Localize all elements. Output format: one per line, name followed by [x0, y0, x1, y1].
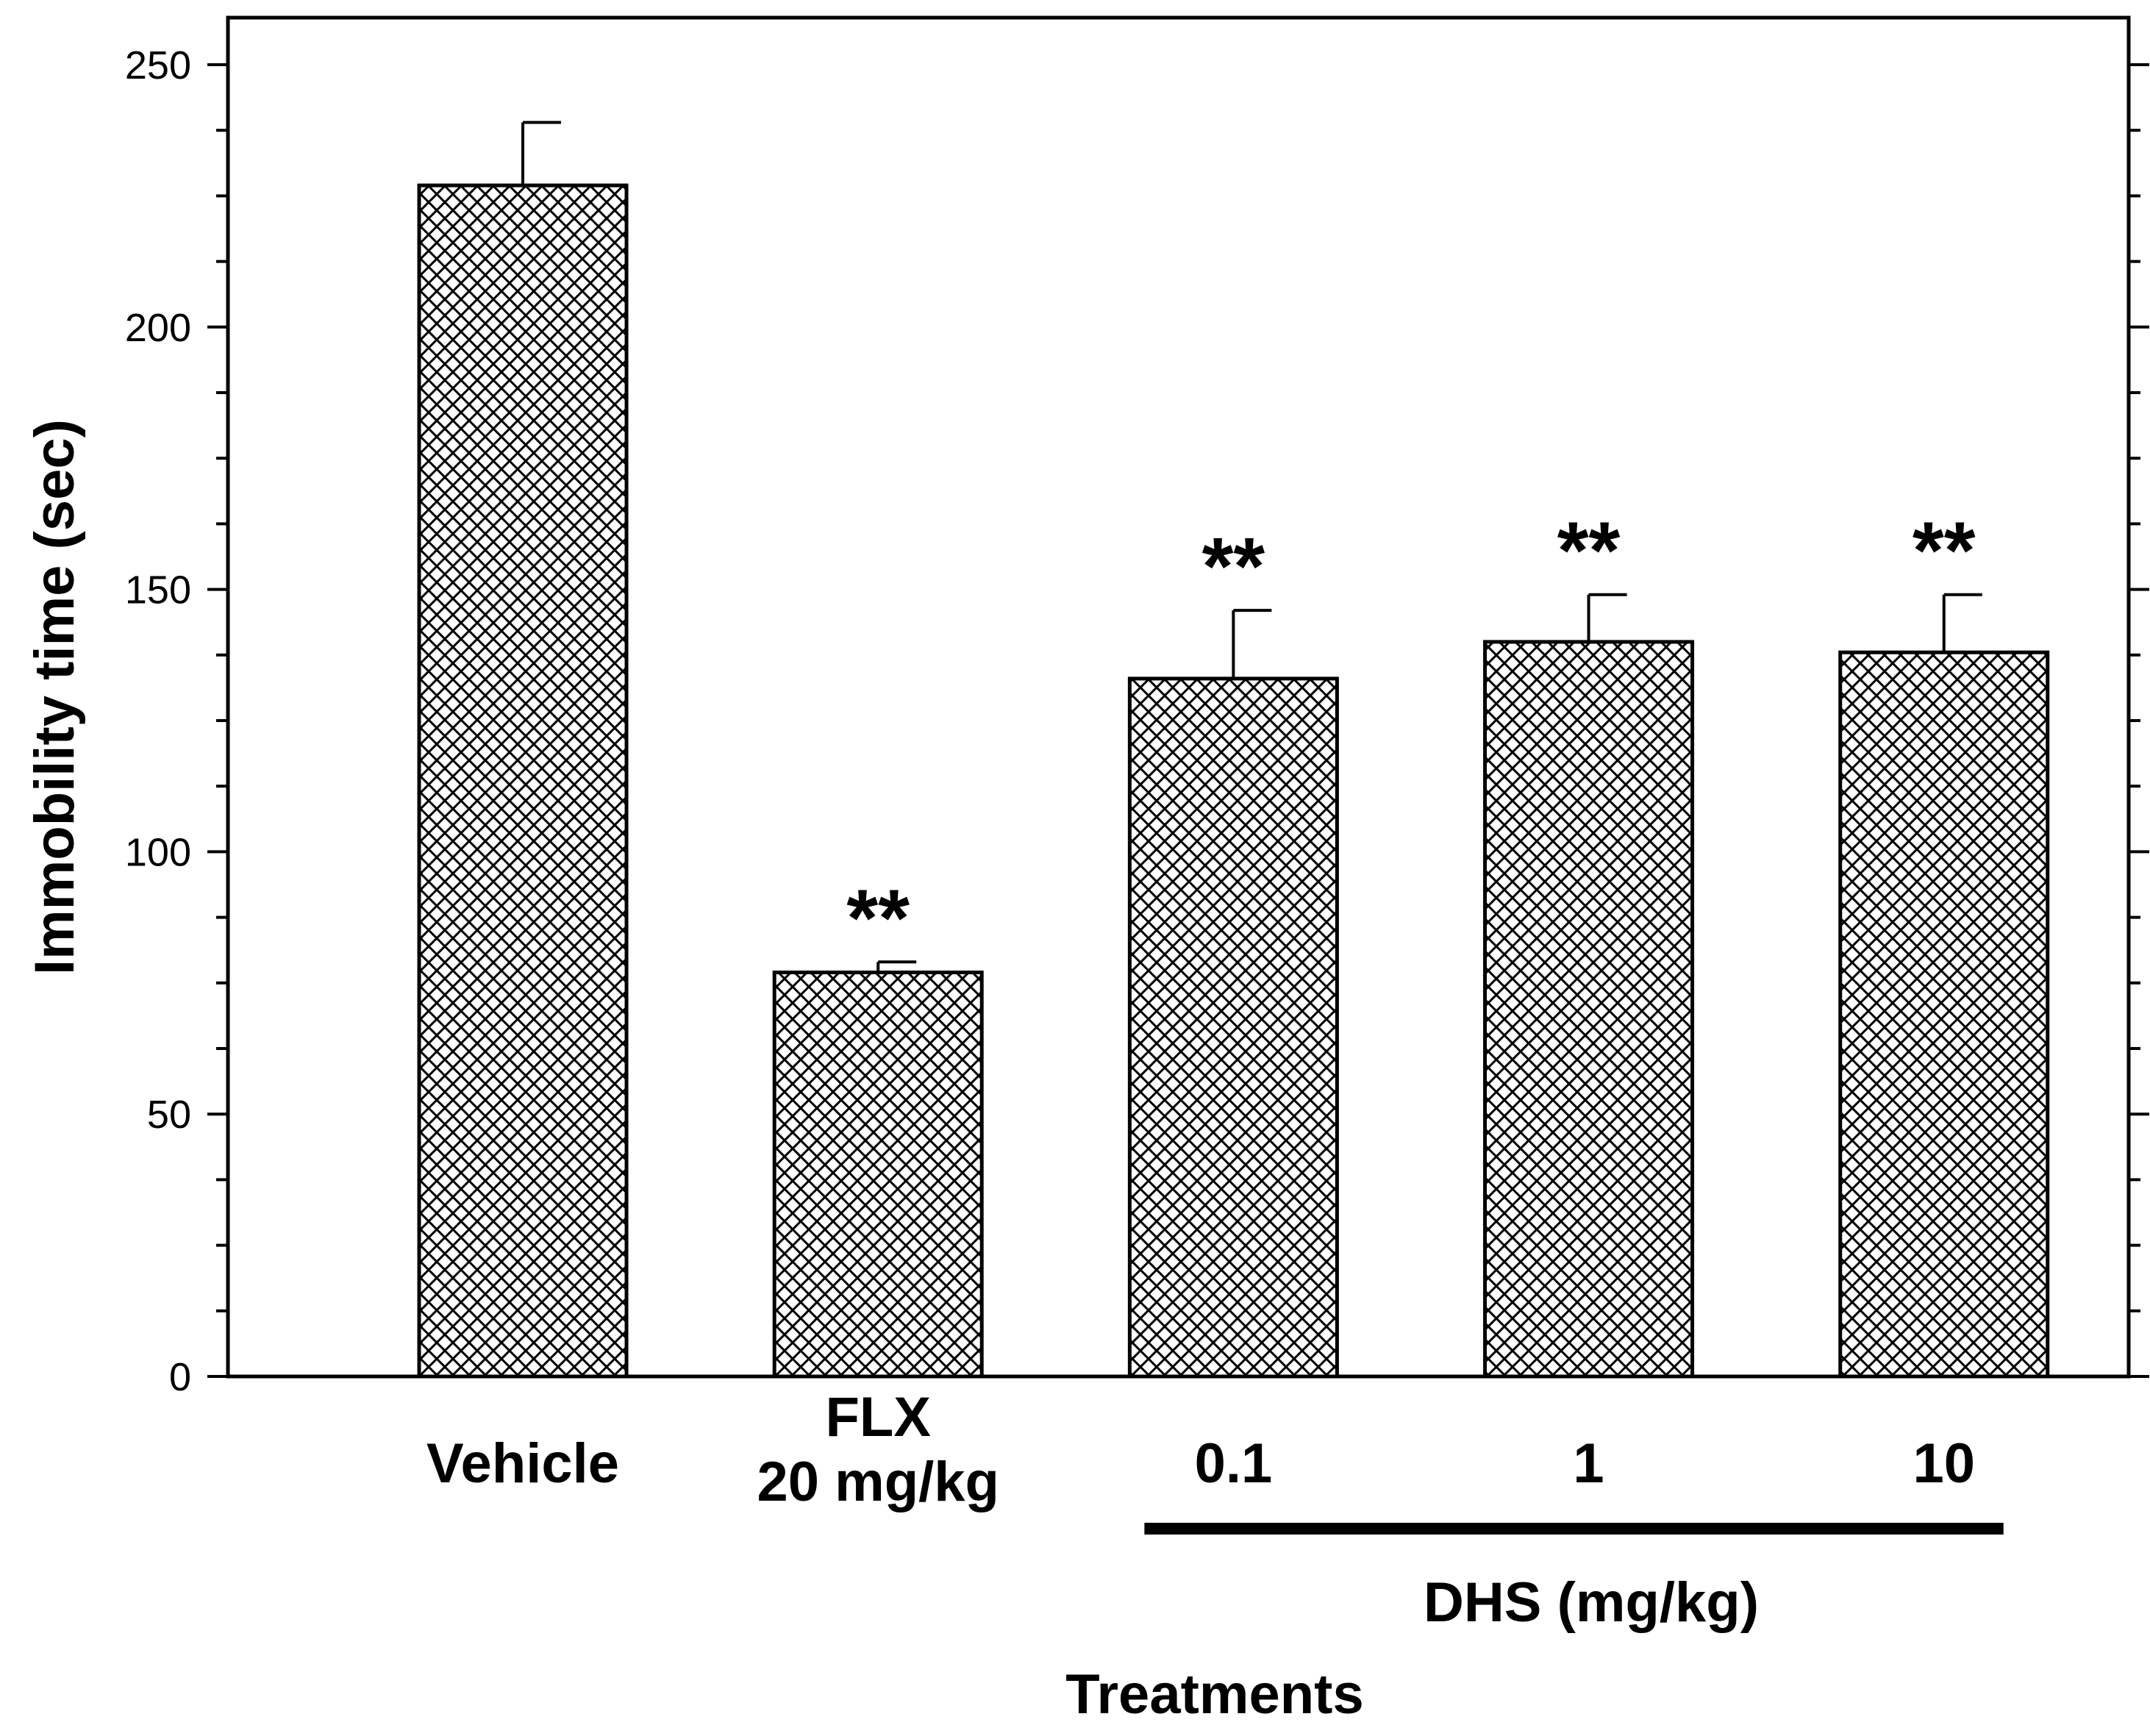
x-category-label: FLX: [825, 1386, 931, 1449]
bar: [1838, 650, 2050, 1379]
y-tick-label: 0: [169, 1355, 191, 1399]
dhs-group-label: DHS (mg/kg): [1424, 1571, 1759, 1634]
y-axis-title: Immobility time (sec): [24, 419, 86, 975]
y-tick-label: 50: [147, 1093, 191, 1137]
bar: [1483, 640, 1695, 1379]
x-category-label: 0.1: [1195, 1432, 1273, 1495]
x-axis-title: Treatments: [1065, 1663, 1364, 1726]
x-category-label: 20 mg/kg: [757, 1451, 999, 1513]
x-category-label: 10: [1913, 1432, 1975, 1495]
y-tick-label: 150: [125, 568, 191, 612]
x-category-label: Vehicle: [426, 1432, 619, 1495]
significance-marker: **: [1202, 521, 1265, 612]
significance-marker: **: [1557, 506, 1621, 596]
y-tick-label: 200: [125, 306, 191, 350]
significance-marker: **: [846, 873, 910, 963]
bar: [417, 183, 629, 1379]
y-tick-label: 100: [125, 830, 191, 874]
bar: [772, 971, 984, 1379]
x-category-label: 1: [1573, 1432, 1604, 1495]
significance-marker: **: [1913, 506, 1976, 596]
bar: [1127, 676, 1339, 1379]
y-tick-label: 250: [125, 43, 191, 87]
